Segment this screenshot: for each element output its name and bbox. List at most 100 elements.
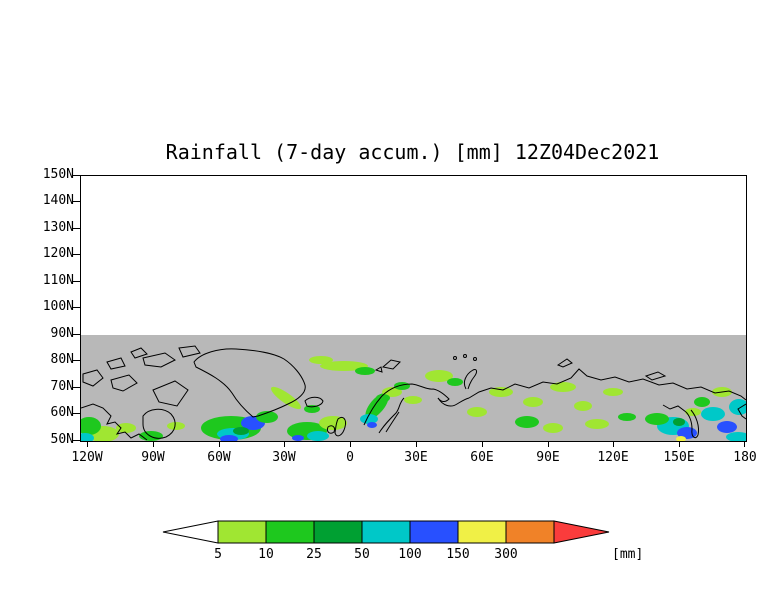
colorbar-left-arrow [162, 520, 219, 544]
rain-patch [394, 382, 410, 390]
y-axis-label: 70N [50, 379, 74, 394]
gray-data-region [81, 335, 746, 441]
coastline-svalbard [381, 359, 401, 370]
coastline-okhotsk [662, 404, 687, 413]
rain-patch [376, 394, 390, 402]
y-tick [73, 175, 80, 176]
coastlines [81, 345, 746, 441]
rain-patch [256, 411, 278, 423]
rain-patch [233, 427, 249, 435]
y-tick [73, 387, 80, 388]
y-axis-label: 50N [50, 432, 74, 447]
coastline-franz-josef [453, 356, 457, 360]
rain-patch [467, 407, 487, 417]
x-tick [548, 441, 549, 447]
coastline-iceland [304, 396, 324, 408]
coastline-scandinavia [363, 383, 450, 426]
rain-patch [304, 405, 320, 413]
rain-patch [585, 419, 609, 429]
rain-patch [543, 423, 563, 433]
rain-patch [81, 433, 94, 441]
rain-patch [729, 399, 746, 415]
y-axis-label: 150N [42, 167, 74, 182]
coastline-greenland [193, 348, 306, 418]
x-axis-label: 120E [597, 450, 629, 465]
y-axis-label: 100N [42, 299, 74, 314]
coastline-baffin-island [152, 380, 189, 407]
rain-patch [382, 387, 402, 397]
coastline-victoria-island [110, 374, 138, 392]
coastline-canada-mainland [81, 403, 148, 441]
rain-patch [116, 423, 136, 433]
x-tick [153, 441, 154, 447]
colorbar-segment [217, 520, 267, 544]
rain-patch [550, 382, 576, 392]
rain-patch [167, 422, 185, 430]
colorbar-tick-label: 150 [446, 547, 470, 562]
rain-patch [81, 417, 101, 435]
x-axis-label: 120W [71, 450, 103, 465]
x-axis-label: 30W [272, 450, 296, 465]
x-tick [744, 441, 745, 447]
y-axis-label: 140N [42, 193, 74, 208]
colorbar-tick-label: 300 [494, 547, 518, 562]
x-tick [87, 441, 88, 447]
y-axis-label: 90N [50, 326, 74, 341]
coastline-franz-josef [473, 357, 477, 361]
x-tick [284, 441, 285, 447]
chart-title: Rainfall (7-day accum.) [mm] 12Z04Dec202… [165, 140, 660, 164]
coastline-ireland [327, 425, 335, 434]
coastline-arctic-island [142, 352, 176, 368]
coastline-franz-josef [463, 354, 467, 358]
rain-patch [309, 356, 333, 364]
y-tick [73, 360, 80, 361]
colorbar-segment [409, 520, 459, 544]
coastline-ellesmere [178, 345, 201, 358]
coastline-new-siberian-islands [644, 371, 667, 381]
x-tick [613, 441, 614, 447]
y-tick [73, 201, 80, 202]
coastline-white-sea [437, 397, 470, 407]
rain-patch [270, 386, 302, 410]
x-axis-label: 90E [536, 450, 560, 465]
coastline-arctic-islet [130, 347, 148, 359]
y-tick [73, 413, 80, 414]
colorbar-right-arrow [553, 520, 610, 544]
coastline-severnaya-zemlya [556, 358, 573, 368]
coastline-bothnia [385, 411, 400, 433]
rain-patch [319, 416, 347, 430]
x-axis-label: 180 [733, 450, 757, 465]
rain-patch [220, 435, 238, 441]
rain-patch [515, 416, 539, 428]
colorbar-segment [505, 520, 555, 544]
rain-patch [355, 367, 375, 375]
rain-patch [307, 431, 329, 441]
x-axis-label: 150E [663, 450, 695, 465]
coastline-banks-island [82, 369, 104, 387]
rain-patch [645, 413, 669, 425]
y-tick [73, 307, 80, 308]
coastline-russia-arctic [468, 368, 746, 401]
y-axis-label: 130N [42, 220, 74, 235]
rain-patch [618, 413, 636, 421]
colorbar [162, 520, 610, 544]
colorbar-tick-label: 100 [398, 547, 422, 562]
rain-patch [292, 435, 304, 441]
colorbar-unit-label: [mm] [612, 547, 644, 562]
rain-patch [673, 418, 685, 426]
rain-patch [425, 370, 453, 382]
x-axis-label: 0 [346, 450, 354, 465]
y-tick [73, 334, 80, 335]
rain-patch [404, 396, 422, 404]
rain-patch [367, 422, 377, 428]
x-tick [482, 441, 483, 447]
colorbar-segment [265, 520, 315, 544]
coastline-chukotka [737, 403, 746, 420]
colorbar-tick-label: 50 [354, 547, 370, 562]
y-tick [73, 228, 80, 229]
x-axis-label: 30E [404, 450, 428, 465]
rain-patch [676, 436, 686, 441]
coastline-arctic-islet [106, 357, 126, 370]
coastline-great-britain [334, 416, 346, 437]
colorbar-tick-label: 25 [306, 547, 322, 562]
